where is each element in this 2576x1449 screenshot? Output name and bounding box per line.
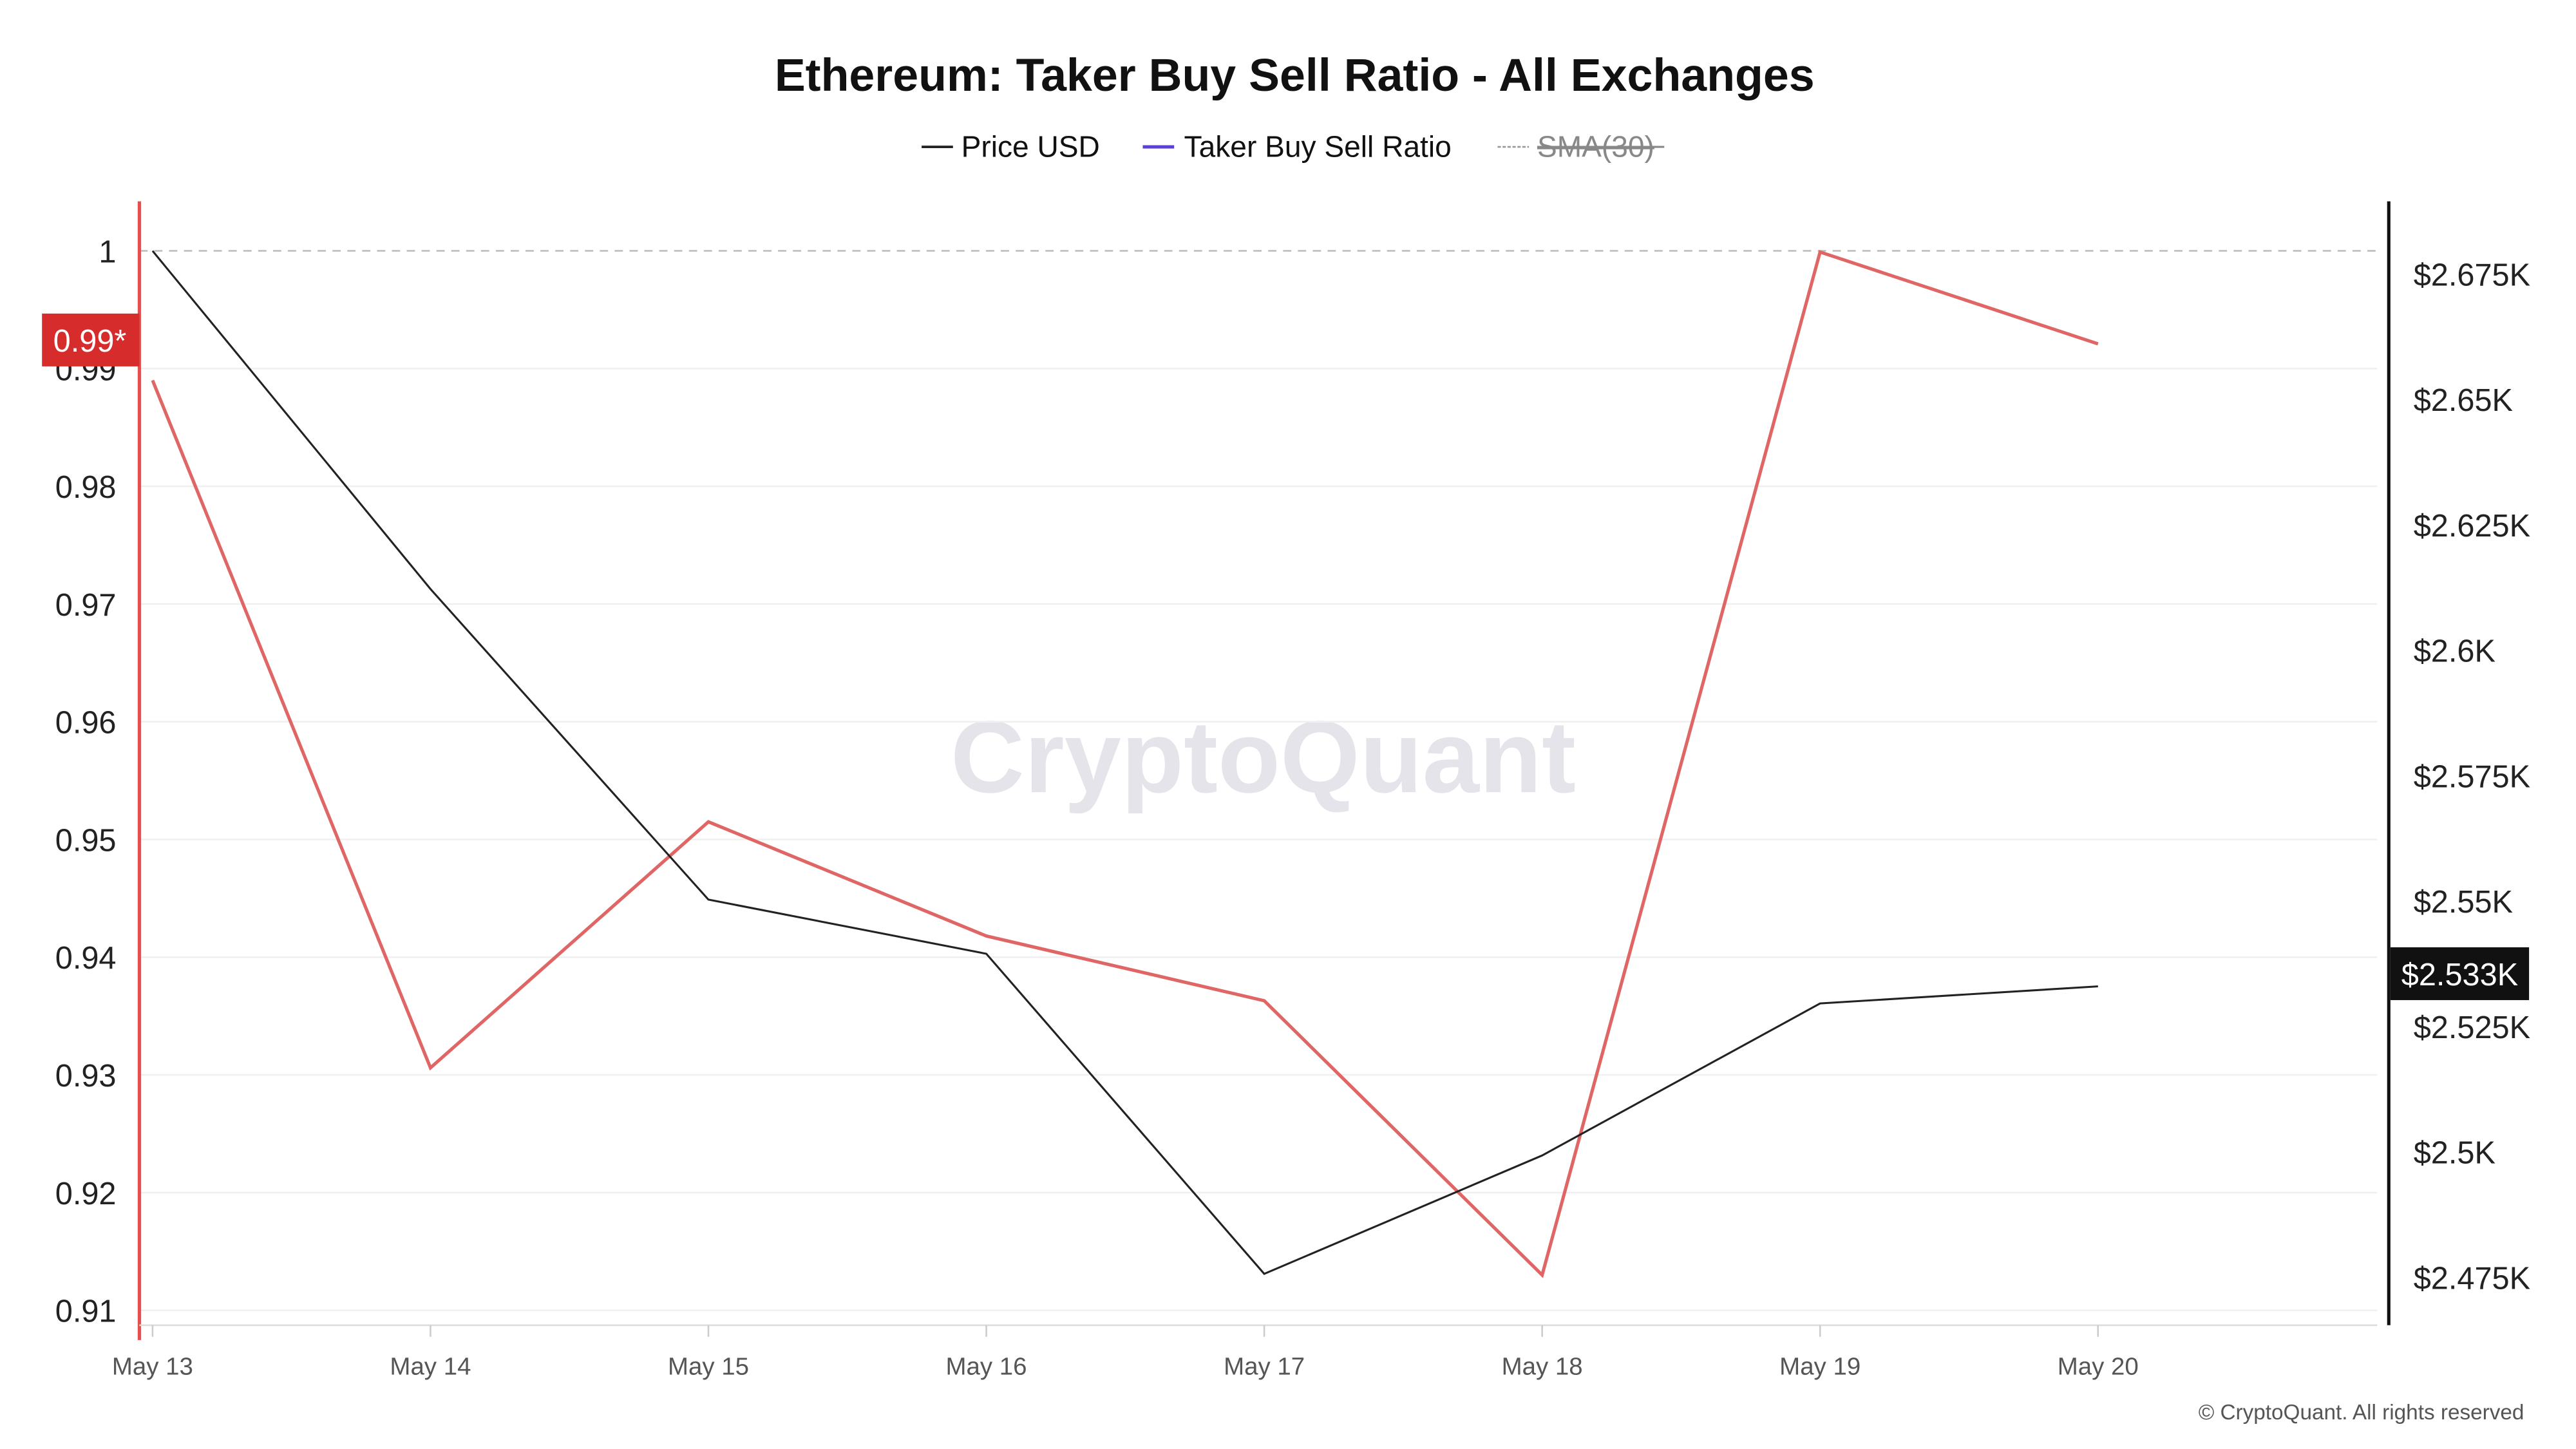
left-tick-label: 0.92 [55,1177,117,1211]
legend-item-sma[interactable]: SMA(30) [1497,129,1665,163]
legend-item-price[interactable]: Price USD [922,129,1100,163]
right-tick-label: $2.65K [2414,383,2513,418]
chart-title: Ethereum: Taker Buy Sell Ratio - All Exc… [775,50,1815,101]
right-tick-label: $2.6K [2414,634,2496,669]
current-price-badge-label: $2.533K [2401,958,2518,992]
x-tick-label: May 19 [1779,1353,1861,1381]
left-tick-label: 0.93 [55,1059,117,1094]
left-tick-label: 1 [99,234,116,269]
right-tick-label: $2.625K [2414,509,2530,544]
legend-item-ratio[interactable]: Taker Buy Sell Ratio [1142,129,1452,163]
x-tick-label: May 13 [112,1353,193,1381]
x-tick-label: May 17 [1224,1353,1305,1381]
watermark: CryptoQuant [951,699,1576,814]
series [151,250,2099,1278]
right-tick-label: $2.55K [2414,885,2513,920]
current-ratio-badge-label: 0.99* [53,324,127,359]
right-tick-label: $2.675K [2414,258,2530,292]
badges: 0.99* $2.533K [42,313,2530,1000]
x-tick-label: May 14 [390,1353,471,1381]
legend: Price USD Taker Buy Sell Ratio SMA(30) [922,129,1665,163]
series-line-ratio [151,250,2099,1278]
left-tick-label: 0.94 [55,941,117,976]
axes: 10.990.980.970.960.950.940.930.920.91$2.… [55,201,2530,1381]
x-tick-label: May 20 [2058,1353,2139,1381]
x-tick-label: May 15 [668,1353,749,1381]
footer-copyright: © CryptoQuant. All rights reserved [2199,1401,2524,1425]
data-point [1819,1003,1821,1004]
series-line-price [151,250,2098,1275]
left-tick-label: 0.91 [55,1294,117,1329]
x-tick-label: May 18 [1502,1353,1583,1381]
right-tick-label: $2.575K [2414,759,2530,794]
grid [139,250,2378,1311]
left-tick-label: 0.95 [55,823,117,858]
right-tick-label: $2.475K [2414,1261,2530,1296]
left-tick-label: 0.97 [55,588,117,623]
right-tick-label: $2.5K [2414,1136,2496,1171]
current-price-badge [2390,947,2530,1000]
right-tick-label: $2.525K [2414,1010,2530,1045]
x-tick-label: May 16 [946,1353,1027,1381]
legend-label-price: Price USD [961,129,1100,163]
legend-label-ratio: Taker Buy Sell Ratio [1184,129,1452,163]
current-ratio-badge [42,313,140,366]
left-tick-label: 0.98 [55,470,117,505]
left-tick-label: 0.96 [55,706,117,741]
